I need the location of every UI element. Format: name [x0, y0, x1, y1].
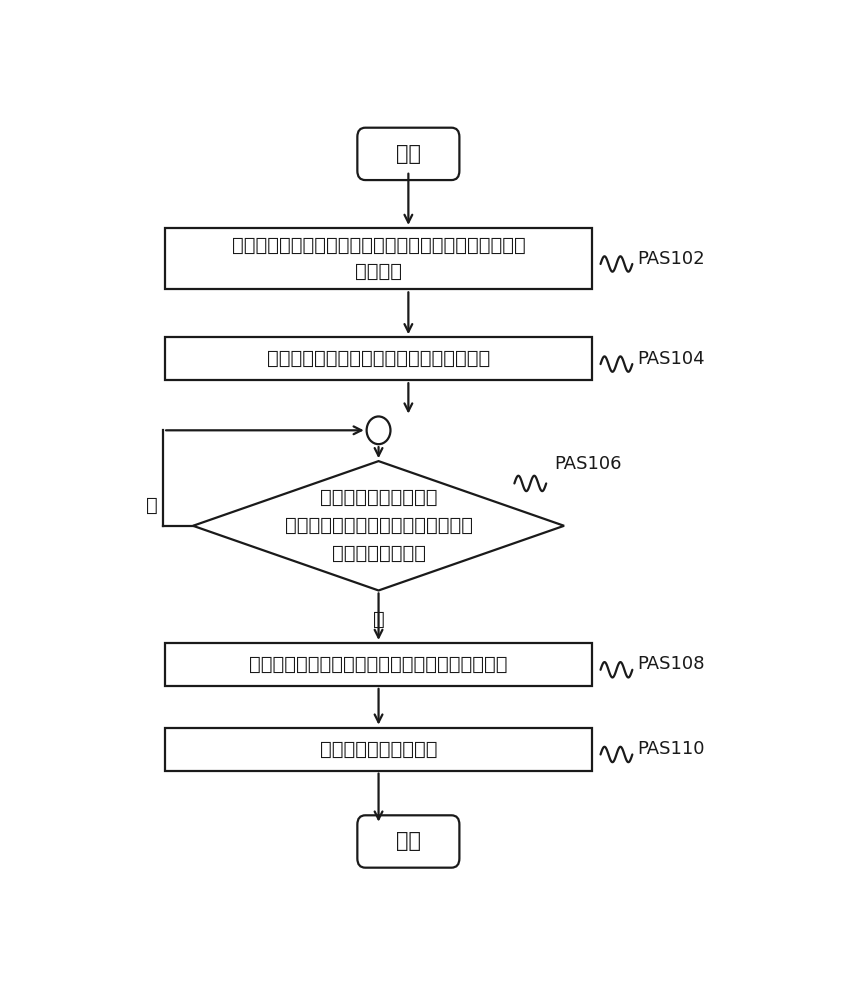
FancyBboxPatch shape	[357, 128, 459, 180]
Text: 每隔一预定时间，比较
讯号中继器的真实值与全局变量中的
刷新值是否一致？: 每隔一预定时间，比较 讯号中继器的真实值与全局变量中的 刷新值是否一致？	[285, 488, 473, 563]
Text: 扩展器把闪存中的刷新值读到一全局变量中: 扩展器把闪存中的刷新值读到一全局变量中	[267, 349, 490, 368]
Bar	[165, 728, 593, 771]
Text: 结束: 结束	[396, 831, 421, 851]
Text: PAS106: PAS106	[554, 455, 622, 473]
Text: 是: 是	[146, 495, 158, 514]
Text: 开始: 开始	[396, 144, 421, 164]
Text: 否: 否	[373, 609, 385, 628]
FancyBboxPatch shape	[357, 815, 459, 868]
Text: PAS102: PAS102	[637, 250, 705, 268]
Text: 完成讯号中继器的刷新: 完成讯号中继器的刷新	[320, 740, 437, 759]
Text: PAS110: PAS110	[637, 740, 705, 758]
Text: PAS104: PAS104	[637, 350, 705, 368]
Bar	[165, 228, 593, 289]
Bar	[165, 337, 593, 380]
Circle shape	[367, 416, 391, 444]
Polygon shape	[193, 461, 564, 590]
Text: PAS108: PAS108	[637, 655, 705, 673]
Text: 将讯号中继器的真实值替换成全局变量中的刷新值: 将讯号中继器的真实值替换成全局变量中的刷新值	[250, 655, 508, 674]
Bar	[165, 643, 593, 686]
Text: 将要被写入讯号中继器的寄存器中的刷新值预存到扩展器
的闪存中: 将要被写入讯号中继器的寄存器中的刷新值预存到扩展器 的闪存中	[232, 236, 526, 281]
